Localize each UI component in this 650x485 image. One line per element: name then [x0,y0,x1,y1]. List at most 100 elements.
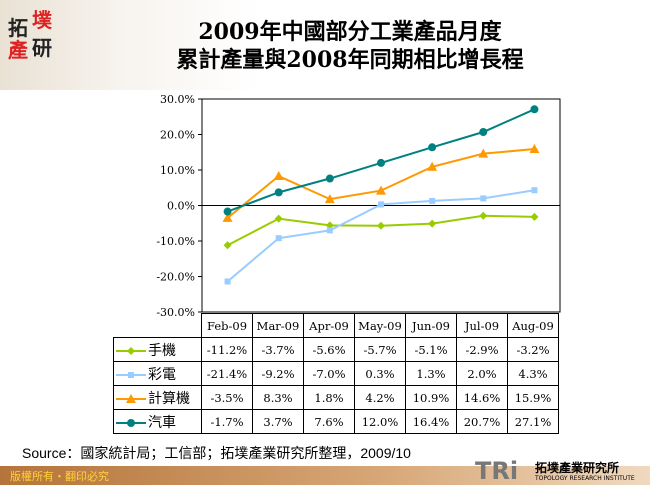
data-point [377,158,385,167]
logo: 拓 墣 產 研 [8,8,60,62]
table-header-row: Feb-09 Mar-09 Apr-09 May-09 Jun-09 Jul-0… [113,313,559,338]
category-label: Feb-09 [201,313,253,338]
copyright-text: 版權所有・翻印必究 [10,470,109,483]
table-cell: 4.2% [354,385,406,410]
data-point [479,128,488,137]
data-point [376,185,386,195]
table-cell: -9.2% [252,361,304,386]
data-point [324,194,335,204]
data-point [530,105,539,114]
table-cell: 1.8% [303,385,355,410]
table-cell: 3.7% [252,409,304,434]
logo-char: 研 [32,36,52,60]
table-row: 計算機 -3.5% 8.3% 1.8% 4.2% 10.9% 14.6% 15.9% [113,385,559,410]
category-label: Jul-09 [456,313,508,338]
data-point [529,144,540,154]
brand-en: TOPOLOGY RESEARCH INSTITUTE [535,475,635,482]
table-cell: -1.7% [201,409,253,434]
table-row: 手機 -11.2% -3.7% -5.6% -5.7% -5.1% -2.9% -3.2% [113,337,559,362]
table-cell: -2.9% [456,337,508,362]
data-point [326,227,333,234]
table-cell: 7.6% [303,409,355,434]
series-line-手機 [227,214,535,247]
y-tick-label: 10.0% [160,164,195,177]
header-background [0,0,650,90]
table-cell: 20.7% [456,409,508,434]
table-cell: 14.6% [456,385,508,410]
category-label: May-09 [354,313,406,338]
data-point [530,212,539,221]
brand-cn: 拓墣產業研究所 [535,461,620,475]
table-cell: 8.3% [252,385,304,410]
y-tick-label: 30.0% [160,93,195,106]
data-point [378,201,384,208]
brand-mark: TRi [475,457,519,485]
table-cell: 1.3% [405,361,457,386]
data-point [428,143,437,152]
logo-char: 墣 [32,8,52,32]
table-cell: 10.9% [405,385,457,410]
data-point [427,161,438,171]
legend-entry: 汽車 [113,409,202,434]
legend-key-triangle-icon [116,393,146,403]
legend-key-diamond-icon [116,346,146,355]
table-cell: -11.2% [201,337,253,362]
logo-char: 拓 [8,16,28,40]
footer-bar: 版權所有・翻印必究 [0,466,650,485]
table-corner [113,313,202,338]
table-cell: 16.4% [405,409,457,434]
data-point [480,195,487,202]
y-tick-label: -10.0% [156,235,195,248]
category-label: Jun-09 [405,313,457,338]
table-cell: 0.3% [354,361,406,386]
category-label: Aug-09 [507,313,559,338]
legend-label: 計算機 [148,390,190,407]
data-point [273,171,284,181]
source-note: Source：國家統計局；工信部；拓墣產業研究所整理，2009/10 [22,445,411,461]
table-cell: -3.2% [507,337,559,362]
data-point [478,148,489,158]
legend-label: 手機 [148,342,176,359]
y-tick-label: 20.0% [160,129,195,142]
table-cell: -3.5% [201,385,253,410]
legend-entry: 彩電 [113,361,202,386]
title-line-1: 2009年中國部分工業產品月度 [198,19,502,45]
legend-label: 彩電 [148,366,176,383]
data-point [274,188,283,197]
title-line-2: 累計產量與2008年同期相比增長程 [176,47,524,73]
data-table: Feb-09 Mar-09 Apr-09 May-09 Jun-09 Jul-0… [113,313,559,434]
table-cell: -5.7% [354,337,406,362]
logo-char: 產 [8,38,28,62]
table-cell: -7.0% [303,361,355,386]
table-cell: -5.6% [303,337,355,362]
category-label: Apr-09 [303,313,355,338]
data-point [479,211,488,220]
data-point [429,197,436,204]
data-point [377,221,385,230]
data-point [222,212,233,222]
table-cell: 27.1% [507,409,559,434]
table-cell: 4.3% [507,361,559,386]
data-point [224,278,231,285]
legend-label: 汽車 [148,414,176,431]
data-point [275,235,282,242]
table-cell: -5.1% [405,337,457,362]
table-cell: 12.0% [354,409,406,434]
table-cell: -21.4% [201,361,253,386]
table-row: 彩電 -21.4% -9.2% -7.0% 0.3% 1.3% 2.0% 4.3% [113,361,559,386]
legend-key-circle-icon [116,418,146,427]
y-tick-label: 0.0% [167,200,195,213]
data-point [428,219,437,228]
data-point [274,214,283,223]
y-tick-label: -20.0% [156,271,195,284]
tri-logo: TRi 拓墣產業研究所 TOPOLOGY RESEARCH INSTITUTE [475,457,635,485]
legend-key-square-icon [116,371,146,378]
data-point [531,187,538,194]
category-label: Mar-09 [252,313,304,338]
table-cell: -3.7% [252,337,304,362]
table-row: 汽車 -1.7% 3.7% 7.6% 12.0% 16.4% 20.7% 27.1% [113,409,559,434]
chart-title: 2009年中國部分工業產品月度 累計產量與2008年同期相比增長程 [110,18,590,74]
data-point [325,174,334,183]
data-point [223,241,232,250]
